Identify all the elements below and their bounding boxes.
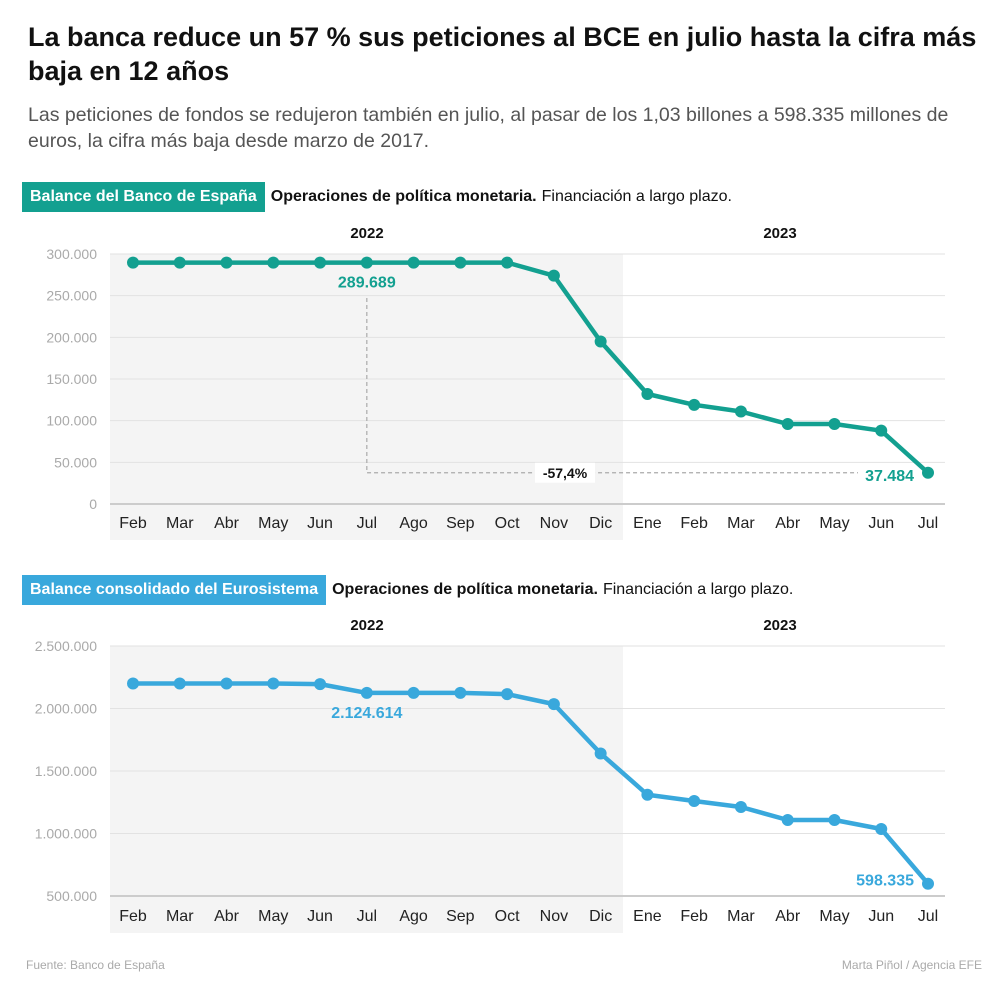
x-tick-label: Mar [166, 515, 194, 532]
data-point [688, 398, 701, 411]
x-tick-label: May [819, 515, 849, 532]
value-label-jul-2022: 289.689 [338, 275, 396, 292]
x-tick-label: Feb [119, 515, 147, 532]
x-tick-label: Jun [307, 515, 333, 532]
data-point [220, 256, 233, 269]
change-label: -57,4% [543, 465, 588, 481]
y-tick-label: 250.000 [46, 288, 97, 304]
x-tick-label: Sep [446, 515, 475, 532]
x-tick-label: Oct [495, 515, 520, 532]
x-tick-label: Jul [918, 515, 938, 532]
chart2-header: Balance consolidado del Eurosistema Oper… [22, 575, 793, 605]
data-point [875, 424, 888, 437]
data-point [922, 466, 934, 479]
series-line [133, 260, 930, 475]
y-tick-label: 0 [89, 496, 97, 512]
chart2-heading-bold: Operaciones de política monetaria. [332, 581, 598, 598]
data-point [734, 405, 747, 418]
data-point [267, 256, 280, 269]
chart2-tag: Balance consolidado del Eurosistema [22, 575, 327, 605]
data-point [314, 256, 327, 269]
data-point [547, 269, 560, 282]
x-tick-label: Mar [727, 515, 755, 532]
data-point [594, 335, 607, 348]
page-subtitle: Las peticiones de fondos se redujeron ta… [28, 104, 949, 152]
x-tick-label: Jun [868, 515, 894, 532]
x-tick-label: Jul [357, 515, 377, 532]
data-point [407, 256, 420, 269]
year-label-2022: 2022 [350, 225, 383, 242]
data-point [501, 256, 514, 269]
x-tick-label: Nov [540, 515, 568, 532]
change-label-bg [535, 462, 595, 483]
chart2-heading: Financiación a largo plazo. [602, 581, 794, 598]
data-point [454, 256, 467, 269]
source: Fuente: Banco de España [26, 958, 165, 972]
data-point [173, 256, 186, 269]
data-point [641, 388, 654, 400]
chart1-heading-bold: Operaciones de política monetaria. [270, 188, 537, 205]
chart1-header: Balance del Banco de España Operaciones … [22, 182, 732, 212]
y-tick-label: 300.000 [46, 246, 97, 262]
y-tick-label: 200.000 [46, 329, 97, 345]
x-tick-label: Ago [399, 515, 428, 532]
x-tick-label: Feb [680, 515, 708, 532]
data-point [828, 418, 841, 430]
x-tick-label: Abr [775, 515, 801, 532]
x-tick-label: Abr [214, 515, 240, 532]
x-tick-label: May [258, 515, 288, 532]
y-tick-label: 100.000 [46, 413, 97, 429]
y-tick-label: 150.000 [46, 371, 97, 387]
change-guide-line [366, 298, 858, 474]
chart1-heading: Financiación a largo plazo. [541, 188, 732, 205]
data-point [781, 418, 794, 430]
chart1-tag: Balance del Banco de España [22, 182, 265, 212]
x-tick-label: Dic [589, 515, 612, 532]
page-title: La banca reduce un 57 % sus peticiones a… [28, 22, 977, 86]
data-point [360, 256, 373, 269]
y-tick-label: 50.000 [54, 454, 97, 470]
year-label-2023: 2023 [763, 225, 796, 242]
data-point [127, 256, 139, 269]
x-tick-label: Ene [633, 515, 662, 532]
credit: Marta Piñol / Agencia EFE [841, 958, 982, 972]
value-label-jul-2023: 37.484 [865, 468, 914, 485]
